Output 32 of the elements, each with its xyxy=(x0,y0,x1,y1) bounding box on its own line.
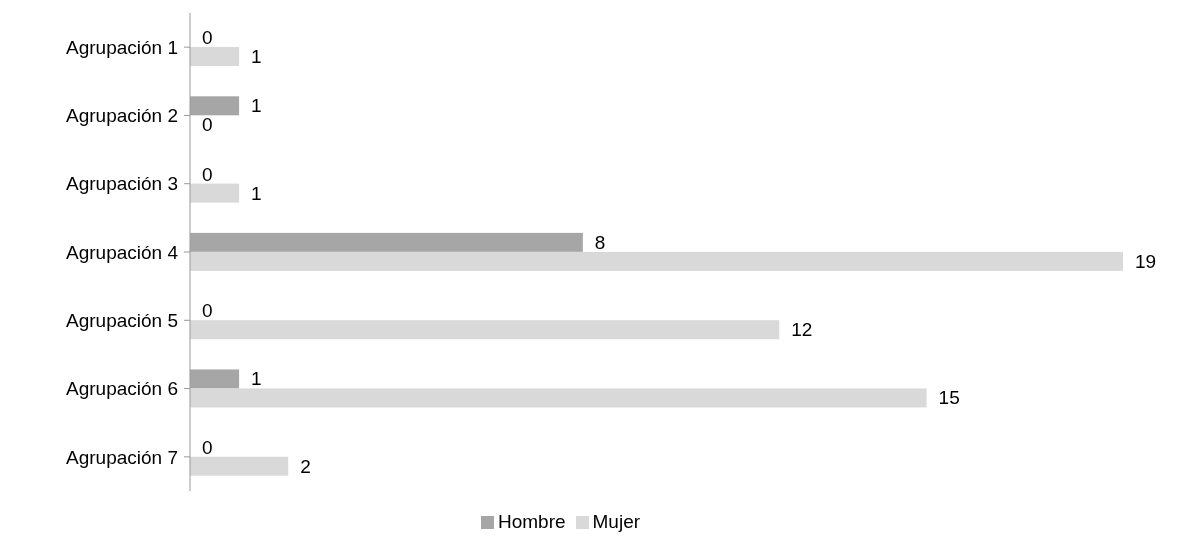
data-label: 1 xyxy=(251,368,262,390)
y-tick-label: Agrupación 7 xyxy=(66,446,178,468)
bar xyxy=(190,47,240,67)
legend-label: Mujer xyxy=(592,511,641,532)
y-tick-label: Agrupación 5 xyxy=(66,310,178,332)
data-label: 2 xyxy=(300,455,311,477)
data-label: 0 xyxy=(202,436,213,458)
data-label: 19 xyxy=(1135,250,1157,272)
y-tick-label: Agrupación 1 xyxy=(66,36,178,58)
bar xyxy=(190,96,240,116)
bar xyxy=(190,320,780,340)
bar xyxy=(190,369,240,389)
data-label: 8 xyxy=(594,231,606,253)
y-tick-label: Agrupación 4 xyxy=(66,241,179,263)
bar xyxy=(190,183,240,203)
data-label: 1 xyxy=(251,182,262,204)
data-label: 1 xyxy=(251,46,262,68)
data-label: 0 xyxy=(202,27,213,49)
bar xyxy=(190,251,1123,271)
bar xyxy=(190,456,289,476)
y-tick-label: Agrupación 2 xyxy=(66,105,178,127)
data-label: 15 xyxy=(938,387,960,409)
bar xyxy=(190,388,927,408)
data-label: 12 xyxy=(791,319,813,341)
data-label: 1 xyxy=(251,95,262,117)
data-label: 0 xyxy=(202,300,213,322)
data-label: 0 xyxy=(202,114,213,136)
bar xyxy=(190,232,583,252)
legend-label: Hombre xyxy=(497,511,566,532)
y-tick-label: Agrupación 3 xyxy=(66,173,178,195)
y-tick-label: Agrupación 6 xyxy=(66,378,178,400)
data-label: 0 xyxy=(202,163,213,185)
